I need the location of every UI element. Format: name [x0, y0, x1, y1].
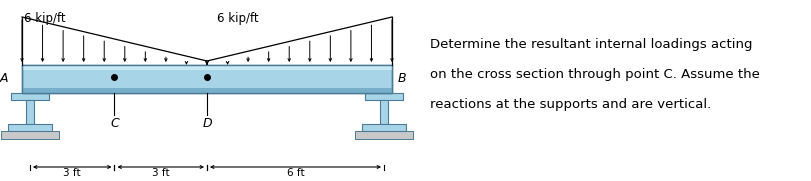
Bar [22, 65, 392, 93]
Text: on the cross section through point C. Assume the: on the cross section through point C. As… [430, 68, 759, 81]
Text: 6 ft: 6 ft [286, 168, 304, 178]
Bar [354, 131, 413, 139]
Text: reactions at the supports and are vertical.: reactions at the supports and are vertic… [430, 98, 710, 111]
Bar [362, 124, 406, 131]
Bar [22, 65, 392, 70]
Text: 3 ft: 3 ft [152, 168, 169, 178]
Text: 3 ft: 3 ft [63, 168, 81, 178]
Text: D: D [202, 117, 212, 130]
Text: B: B [397, 73, 406, 85]
Text: 6 kip/ft: 6 kip/ft [24, 12, 66, 25]
Bar [22, 88, 392, 93]
Bar [26, 100, 34, 124]
Text: 6 kip/ft: 6 kip/ft [217, 12, 259, 25]
Bar [1, 131, 59, 139]
Bar [8, 124, 52, 131]
Text: Determine the resultant internal loadings acting: Determine the resultant internal loading… [430, 38, 752, 51]
Bar [11, 93, 49, 100]
Text: A: A [0, 73, 8, 85]
Bar [365, 93, 402, 100]
Bar [22, 65, 392, 93]
Text: C: C [110, 117, 118, 130]
Bar [380, 100, 388, 124]
